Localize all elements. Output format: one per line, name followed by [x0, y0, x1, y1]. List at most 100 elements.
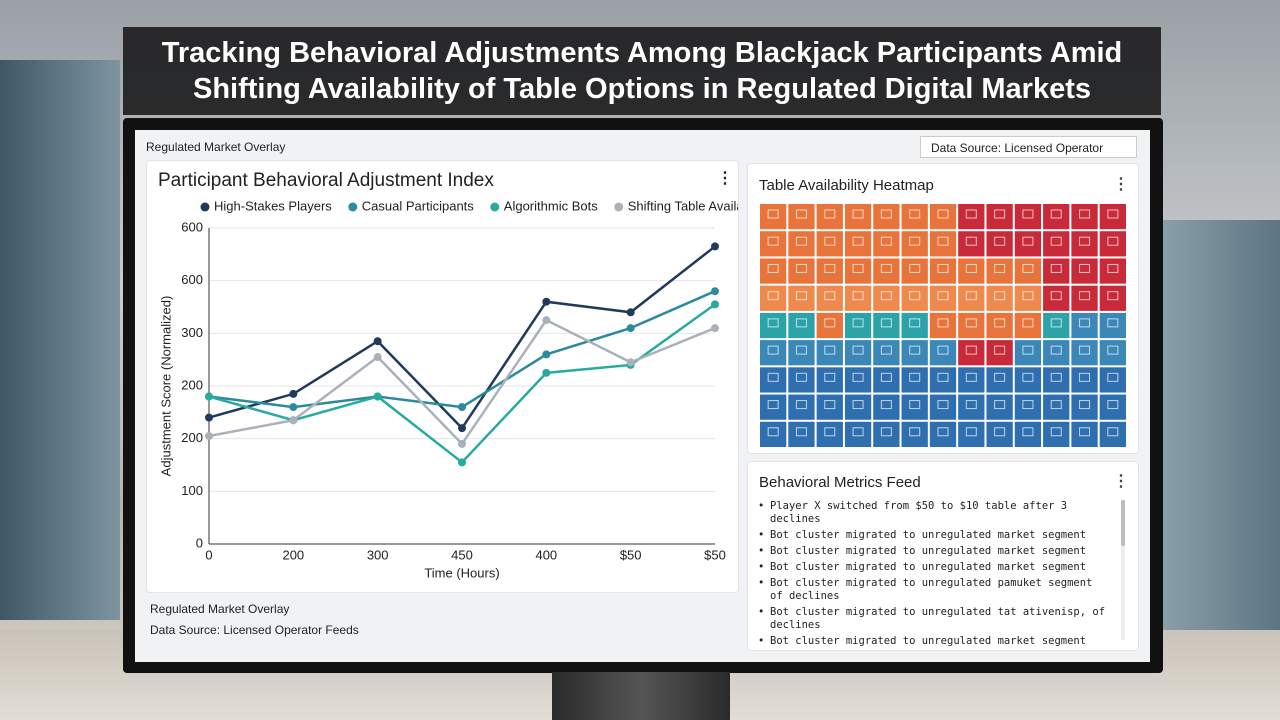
heat-cell [1043, 421, 1070, 447]
cell-icon [994, 345, 1006, 355]
heat-cell [1071, 394, 1098, 420]
cell-icon [795, 427, 807, 437]
heat-cell [873, 367, 900, 393]
heat-cell [1071, 231, 1098, 257]
scrollbar [1121, 500, 1125, 640]
cell-icon [767, 291, 779, 301]
feed-list: Player X switched from $50 to $10 table … [758, 500, 1108, 651]
heat-cell [1099, 367, 1126, 393]
cell-icon [795, 345, 807, 355]
heat-cell [844, 340, 872, 366]
heat-cell [1099, 231, 1126, 257]
cell-icon [1022, 209, 1034, 219]
footer-overlay: Regulated Market Overlay [150, 602, 290, 616]
feed-item: Bot cluster migrated to unregulated tat … [758, 606, 1108, 632]
heat-cell [901, 394, 928, 420]
heat-cell [873, 340, 900, 366]
footer-source: Data Source: Licensed Operator Feeds [150, 623, 359, 637]
data-point [373, 392, 382, 401]
heatmap-grid [760, 204, 1126, 447]
cell-icon [1079, 209, 1091, 219]
heat-cell [986, 312, 1013, 339]
banner-title: Tracking Behavioral Adjustments Among Bl… [123, 27, 1161, 115]
heat-cell [986, 421, 1013, 447]
cell-icon [1050, 400, 1062, 410]
cell-icon [1050, 291, 1062, 301]
cell-icon [852, 291, 864, 301]
x-tick-label: $50 [620, 547, 642, 562]
heat-cell [1099, 258, 1126, 284]
screen: Regulated Market Overlay Data Source: Li… [135, 130, 1150, 662]
cell-icon [909, 345, 921, 355]
y-tick-label: 100 [181, 483, 203, 498]
heat-cell [1099, 285, 1126, 311]
cell-icon [1107, 345, 1119, 355]
heat-cell [816, 367, 843, 393]
heat-cell [958, 421, 985, 447]
scroll-thumb[interactable] [1121, 500, 1125, 546]
cell-icon [852, 263, 864, 273]
cell-icon [909, 291, 921, 301]
heat-cell [929, 421, 957, 447]
data-point [289, 403, 298, 412]
heat-cell [986, 367, 1013, 393]
heat-cell [760, 204, 787, 230]
chart: Participant Behavioral Adjustment Index … [158, 170, 738, 580]
heat-cell [1043, 258, 1070, 284]
heat-cell [929, 204, 957, 230]
heat-cell [1014, 258, 1042, 284]
cell-icon [824, 236, 836, 246]
heat-cell [1071, 367, 1098, 393]
heat-cell [929, 231, 957, 257]
source-select[interactable]: Data Source: Licensed Operator Feeds ⌄ [920, 136, 1137, 177]
data-point [711, 287, 719, 296]
cell-icon [824, 400, 836, 410]
heat-cell [901, 421, 928, 447]
data-point [458, 458, 466, 467]
data-point [711, 324, 719, 333]
cell-icon [937, 318, 949, 328]
data-point [542, 350, 551, 359]
data-point [626, 308, 635, 317]
cell-icon [1079, 345, 1091, 355]
heat-cell [1014, 204, 1042, 230]
x-tick-label: 0 [205, 547, 212, 562]
cell-icon [994, 400, 1006, 410]
cell-icon [852, 209, 864, 219]
heat-cell [844, 258, 872, 284]
chart-title: Participant Behavioral Adjustment Index [158, 170, 494, 191]
cell-icon [767, 400, 779, 410]
heat-cell [760, 421, 787, 447]
menu-dots[interactable]: ⋮ [1113, 176, 1129, 193]
legend-swatch [490, 202, 500, 212]
menu-dots[interactable]: ⋮ [1113, 473, 1129, 490]
data-point [205, 432, 213, 441]
cell-icon [795, 209, 807, 219]
legend-label: Shifting Table Availability [628, 198, 738, 213]
heat-cell [873, 394, 900, 420]
heat-cell [844, 312, 872, 339]
cell-icon [937, 400, 949, 410]
menu-dots[interactable]: ⋮ [717, 170, 733, 187]
cell-icon [795, 400, 807, 410]
cell-icon [1022, 427, 1034, 437]
heat-cell [844, 367, 872, 393]
cell-icon [1022, 345, 1034, 355]
heat-cell [958, 394, 985, 420]
cell-icon [937, 291, 949, 301]
data-point [711, 300, 719, 309]
cell-icon [767, 263, 779, 273]
heat-cell [958, 367, 985, 393]
heat-cell [901, 340, 928, 366]
window [0, 60, 120, 620]
cell-icon [1079, 427, 1091, 437]
heat-cell [788, 258, 815, 284]
heat-cell [1071, 258, 1098, 284]
cell-icon [767, 236, 779, 246]
cell-icon [994, 209, 1006, 219]
x-tick-label: 450 [451, 547, 473, 562]
y-tick-label: 600 [181, 272, 203, 287]
cell-icon [852, 427, 864, 437]
data-point [542, 368, 551, 377]
cell-icon [880, 400, 892, 410]
